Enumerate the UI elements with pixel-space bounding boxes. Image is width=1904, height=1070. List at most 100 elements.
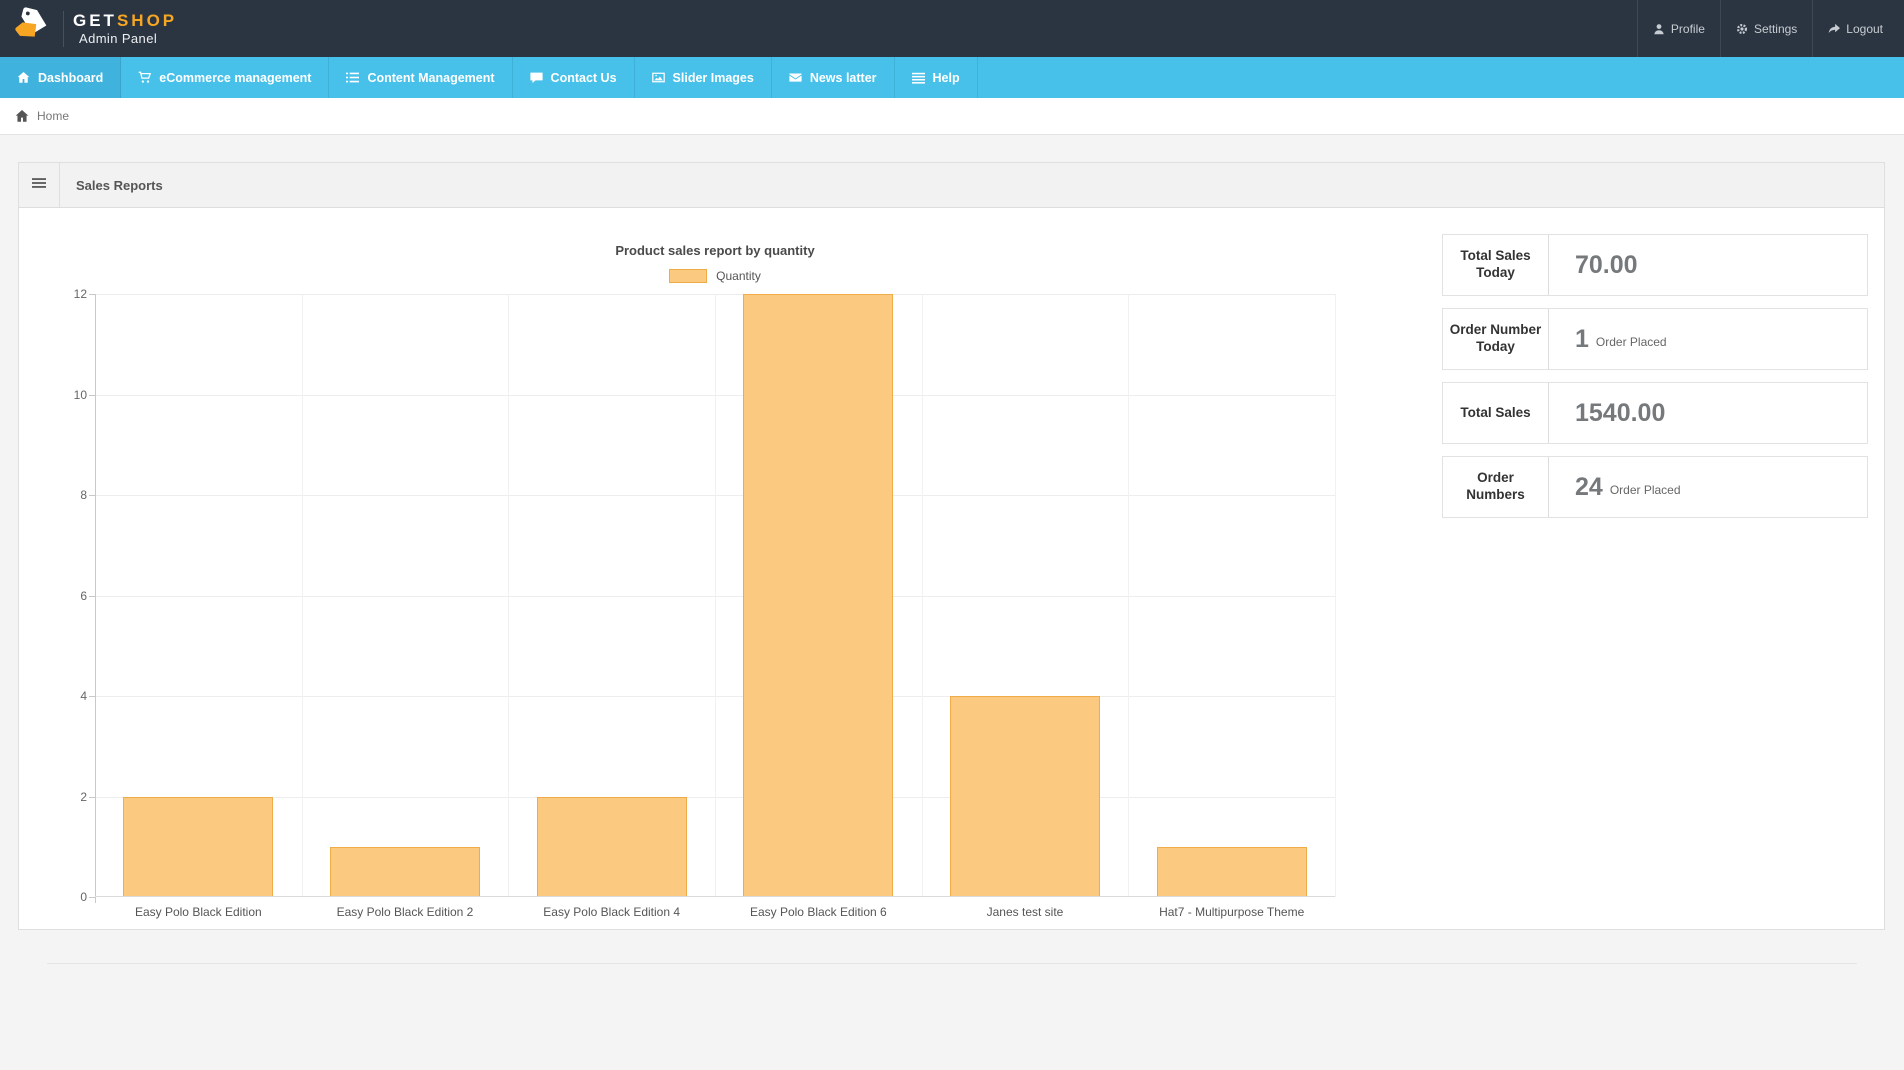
person-icon [1653,23,1665,35]
nav-label: News latter [809,70,877,85]
x-axis-line [95,896,1335,897]
nav-label: Content Management [367,70,495,85]
x-axis-label: Hat7 - Multipurpose Theme [1159,905,1305,919]
x-axis-label: Easy Polo Black Edition 2 [336,905,474,919]
gear-icon [1736,23,1748,35]
settings-menu-item[interactable]: Settings [1719,0,1812,57]
nav-item-help[interactable]: Help [895,57,978,98]
y-axis-tick [89,897,95,898]
profile-label: Profile [1670,21,1705,36]
image-icon [651,71,665,84]
bar [536,796,687,897]
y-axis-tick-label: 8 [80,488,87,502]
bar [330,846,480,897]
brand-subtitle: Admin Panel [79,31,158,46]
stat-value-group: 24 Order Placed [1549,457,1867,517]
chart-x-labels: Easy Polo Black Edition Easy Polo Black E… [95,905,1335,923]
envelope-icon [789,71,802,84]
bar [1156,846,1307,897]
grid-line-vertical [301,294,303,897]
nav-label: Slider Images [672,70,754,85]
y-axis-line [95,294,96,903]
nav-item-content-management[interactable]: Content Management [329,57,513,98]
bar [743,294,894,897]
nav-item-slider-images[interactable]: Slider Images [635,57,772,98]
breadcrumb: Home [0,98,1904,135]
nav-label: Help [932,70,960,85]
stat-value: 1540.00 [1575,398,1666,427]
y-axis-tick [89,495,95,496]
x-axis-label: Easy Polo Black Edition [134,905,262,919]
menu-icon [911,71,925,84]
cart-icon [138,71,152,84]
grid-line-vertical [715,294,716,897]
logout-label: Logout [1846,21,1883,36]
y-axis-tick [89,394,95,396]
breadcrumb-home-label: Home [37,109,70,123]
footer-divider [47,963,1857,964]
stat-value-group: 1 Order Placed [1549,309,1867,369]
logout-arrow-icon [1828,23,1841,35]
brand-logo[interactable]: GETSHOP Admin Panel [14,6,177,51]
nav-label: eCommerce management [159,70,312,85]
stat-box-total-sales: Total Sales 1540.00 [1442,382,1868,444]
stat-box-order-numbers: Order Numbers 24 Order Placed [1442,456,1868,518]
main-navbar: Dashboard eCommerce management Content M… [0,57,1904,98]
profile-menu-item[interactable]: Profile [1636,0,1720,57]
grid-line-vertical [1335,294,1336,897]
nav-label: Dashboard [38,70,104,85]
logout-menu-item[interactable]: Logout [1812,0,1898,57]
chart-legend: Quantity [95,269,1335,283]
panel-header-divider [59,163,60,207]
stat-box-total-sales-today: Total Sales Today 70.00 [1442,234,1868,296]
nav-item-contact-us[interactable]: Contact Us [513,57,635,98]
brand-name: GETSHOP [73,11,178,30]
grid-line-vertical [508,294,510,897]
grid-line-vertical [1128,294,1130,897]
breadcrumb-home-link[interactable]: Home [15,109,69,123]
stats-column: Total Sales Today 70.00 Order Number Tod… [1442,234,1868,530]
y-axis-tick-label: 10 [73,387,87,402]
stat-label: Order Number Today [1443,309,1549,369]
sales-reports-panel: Sales Reports Product sales report by qu… [18,162,1885,930]
y-axis-tick-label: 6 [80,588,87,603]
x-axis-label: Easy Polo Black Edition 6 [749,905,887,919]
stat-value: 1 [1575,324,1589,353]
bar [950,696,1100,897]
home-icon [15,109,29,123]
grid-line-vertical [921,294,923,897]
brand-divider [63,10,64,47]
stat-value-group: 70.00 [1549,235,1867,295]
legend-swatch [669,269,708,283]
stat-box-order-number-today: Order Number Today 1 Order Placed [1442,308,1868,370]
home-icon [17,71,30,84]
panel-collapse-button[interactable] [19,163,59,207]
y-axis-tick [89,696,95,697]
y-axis-tick-label: 4 [80,689,87,703]
y-axis-tick [89,796,95,798]
chart-plot: 0 2 4 6 8 10 12 [74,287,1336,904]
brand-text: GETSHOP Admin Panel [73,11,177,46]
y-axis-tick-label: 2 [80,789,87,804]
stat-label: Total Sales Today [1443,235,1549,295]
legend-label: Quantity [716,269,761,283]
y-axis-tick [89,294,95,295]
stat-value: 24 [1575,472,1603,501]
nav-item-ecommerce-management[interactable]: eCommerce management [121,57,330,98]
y-axis-tick [89,595,95,597]
nav-item-news-latter[interactable]: News latter [772,57,895,98]
stat-suffix: Order Placed [1595,335,1667,349]
stat-label: Order Numbers [1443,457,1549,517]
stat-value-group: 1540.00 [1549,383,1867,443]
x-axis-label: Janes test site [986,905,1064,919]
stat-label: Total Sales [1443,383,1549,443]
topbar-menu: Profile Settings Logout [1636,0,1898,57]
stat-suffix: Order Placed [1609,483,1681,497]
nav-item-dashboard[interactable]: Dashboard [0,57,122,98]
stat-value: 70.00 [1575,250,1638,279]
menu-icon [32,176,46,195]
comment-icon [529,71,543,84]
bar [123,796,274,897]
y-axis-tick-label: 0 [80,890,87,904]
